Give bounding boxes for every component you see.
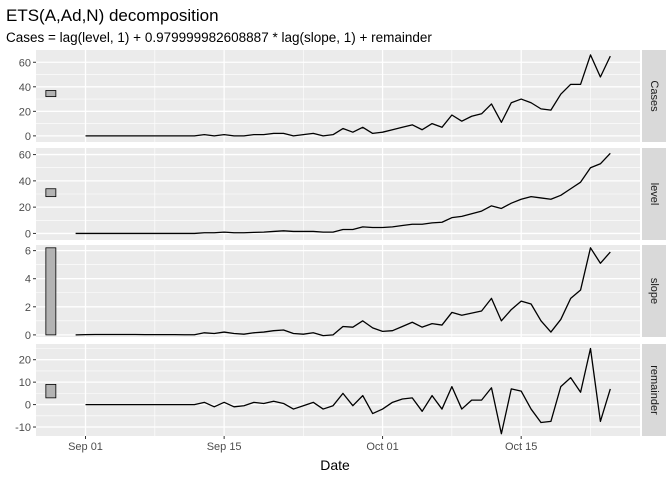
scale-bar <box>45 383 57 399</box>
y-tick-label: 60 <box>19 57 31 69</box>
x-axis-title: Date <box>320 457 350 473</box>
series-line-cases <box>85 54 611 137</box>
y-tick-label: 60 <box>19 150 31 162</box>
facet-strip <box>642 50 666 142</box>
series-line-remainder <box>85 347 611 435</box>
x-axis: Sep 01 Sep 15 Oct 01 Oct 15 <box>68 436 537 453</box>
y-tick-label: 20 <box>19 202 31 214</box>
y-tick-label: 4 <box>25 274 31 286</box>
facet-panels: 0 20 40 60 Cases 0 20 40 60 level 0 2 4 6 slope -10 0 10 2… <box>15 50 666 436</box>
panel-level: 0 20 40 60 level <box>19 148 666 240</box>
facet-strip <box>642 245 666 337</box>
y-tick-label: 2 <box>25 302 31 314</box>
panel-cases: 0 20 40 60 Cases <box>19 50 666 143</box>
y-tick-label: 0 <box>25 330 31 342</box>
y-tick-label: 20 <box>19 355 31 367</box>
scale-bar <box>45 188 57 198</box>
panel-slope: 0 2 4 6 slope <box>25 245 666 342</box>
y-tick-label: -10 <box>15 422 31 434</box>
facet-strip-label: Cases <box>648 80 660 112</box>
scale-bar <box>45 90 57 98</box>
panel-background <box>36 50 640 142</box>
x-tick-label: Oct 01 <box>366 441 398 453</box>
facet-strip <box>642 344 666 436</box>
facet-strip <box>642 148 666 240</box>
panel-background <box>36 245 640 337</box>
y-tick-label: 6 <box>25 246 31 258</box>
chart-title: ETS(A,Ad,N) decomposition <box>6 6 219 25</box>
x-tick-label: Sep 15 <box>207 441 242 453</box>
y-tick-label: 40 <box>19 176 31 188</box>
x-tick-label: Sep 01 <box>68 441 103 453</box>
y-tick-label: 20 <box>19 106 31 118</box>
y-tick-label: 0 <box>25 228 31 240</box>
scale-bar <box>45 247 57 336</box>
y-tick-label: 40 <box>19 82 31 94</box>
facet-strip-label: remainder <box>648 365 660 415</box>
panel-remainder: -10 0 10 20 remainder <box>15 344 666 436</box>
x-tick-label: Oct 15 <box>505 441 537 453</box>
series-line-slope <box>75 247 611 337</box>
facet-strip-label: slope <box>648 278 660 304</box>
chart-subtitle: Cases = lag(level, 1) + 0.97999998260888… <box>6 30 432 45</box>
y-tick-label: 0 <box>25 400 31 412</box>
series-line-level <box>75 152 611 235</box>
facet-strip-label: level <box>648 183 660 206</box>
y-tick-label: 10 <box>19 377 31 389</box>
y-tick-label: 0 <box>25 131 31 143</box>
